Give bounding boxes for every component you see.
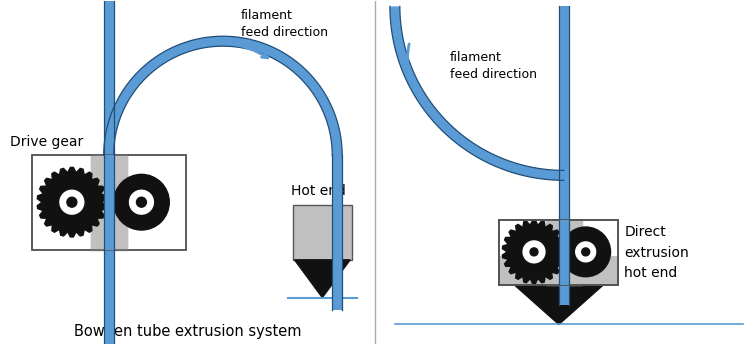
Polygon shape bbox=[509, 266, 517, 274]
Polygon shape bbox=[68, 167, 76, 173]
Bar bbox=[32, 156, 186, 250]
Polygon shape bbox=[551, 266, 559, 274]
Polygon shape bbox=[40, 186, 46, 194]
Circle shape bbox=[582, 248, 590, 256]
Circle shape bbox=[60, 190, 84, 214]
Text: Direct
extrusion
hot end: Direct extrusion hot end bbox=[625, 225, 689, 280]
Polygon shape bbox=[503, 252, 509, 259]
Bar bbox=[500, 220, 619, 285]
Polygon shape bbox=[104, 156, 113, 250]
Polygon shape bbox=[538, 221, 545, 227]
Polygon shape bbox=[97, 210, 104, 218]
Polygon shape bbox=[523, 276, 530, 283]
Polygon shape bbox=[91, 156, 105, 250]
Polygon shape bbox=[551, 230, 559, 237]
Polygon shape bbox=[545, 272, 552, 279]
Bar bbox=[32, 156, 186, 250]
Polygon shape bbox=[100, 194, 106, 202]
Circle shape bbox=[113, 174, 170, 230]
Polygon shape bbox=[92, 218, 99, 226]
Circle shape bbox=[136, 197, 146, 207]
Polygon shape bbox=[45, 178, 53, 186]
Polygon shape bbox=[76, 229, 84, 236]
Polygon shape bbox=[545, 224, 552, 231]
Polygon shape bbox=[112, 156, 127, 250]
Circle shape bbox=[130, 190, 154, 214]
Polygon shape bbox=[104, 36, 342, 156]
Text: Bowden tube extrusion system: Bowden tube extrusion system bbox=[74, 324, 302, 339]
Polygon shape bbox=[76, 168, 84, 175]
Polygon shape bbox=[559, 220, 568, 285]
Polygon shape bbox=[91, 156, 105, 250]
Bar bbox=[500, 220, 619, 256]
Polygon shape bbox=[530, 278, 538, 284]
Polygon shape bbox=[559, 7, 568, 305]
Polygon shape bbox=[100, 202, 106, 210]
Polygon shape bbox=[523, 221, 530, 227]
Polygon shape bbox=[390, 7, 564, 180]
Polygon shape bbox=[52, 225, 59, 232]
Text: filament
feed direction: filament feed direction bbox=[241, 9, 328, 39]
Polygon shape bbox=[514, 285, 604, 324]
Polygon shape bbox=[530, 220, 538, 225]
Polygon shape bbox=[92, 178, 99, 186]
Polygon shape bbox=[68, 232, 76, 237]
Polygon shape bbox=[516, 272, 523, 279]
Polygon shape bbox=[505, 259, 512, 266]
Polygon shape bbox=[560, 252, 566, 259]
Bar bbox=[500, 220, 619, 285]
Text: filament
feed direction: filament feed direction bbox=[449, 51, 536, 81]
Polygon shape bbox=[509, 230, 517, 237]
Polygon shape bbox=[97, 186, 104, 194]
Polygon shape bbox=[505, 237, 512, 244]
Circle shape bbox=[67, 197, 76, 207]
Circle shape bbox=[561, 227, 610, 277]
Polygon shape bbox=[59, 168, 68, 175]
Polygon shape bbox=[40, 210, 46, 218]
Bar bbox=[500, 220, 619, 285]
Polygon shape bbox=[84, 225, 92, 232]
Polygon shape bbox=[84, 172, 92, 180]
Circle shape bbox=[507, 225, 561, 279]
Polygon shape bbox=[45, 218, 53, 226]
Polygon shape bbox=[112, 156, 127, 250]
Polygon shape bbox=[516, 224, 523, 231]
Polygon shape bbox=[546, 220, 560, 285]
Polygon shape bbox=[104, 250, 113, 344]
Circle shape bbox=[523, 241, 545, 263]
Text: Hot end: Hot end bbox=[290, 184, 346, 198]
Polygon shape bbox=[38, 202, 44, 210]
Polygon shape bbox=[59, 229, 68, 236]
Polygon shape bbox=[538, 276, 545, 283]
Polygon shape bbox=[295, 260, 350, 298]
Polygon shape bbox=[556, 237, 563, 244]
Polygon shape bbox=[332, 156, 342, 309]
Bar bbox=[292, 205, 352, 260]
Circle shape bbox=[576, 242, 596, 262]
Polygon shape bbox=[556, 259, 563, 266]
Polygon shape bbox=[52, 172, 59, 180]
Polygon shape bbox=[568, 220, 582, 285]
Polygon shape bbox=[560, 244, 566, 252]
Circle shape bbox=[530, 248, 538, 256]
Polygon shape bbox=[104, 1, 113, 156]
Polygon shape bbox=[38, 194, 44, 202]
Text: Drive gear: Drive gear bbox=[10, 135, 83, 148]
Polygon shape bbox=[503, 244, 509, 252]
Circle shape bbox=[42, 172, 102, 232]
